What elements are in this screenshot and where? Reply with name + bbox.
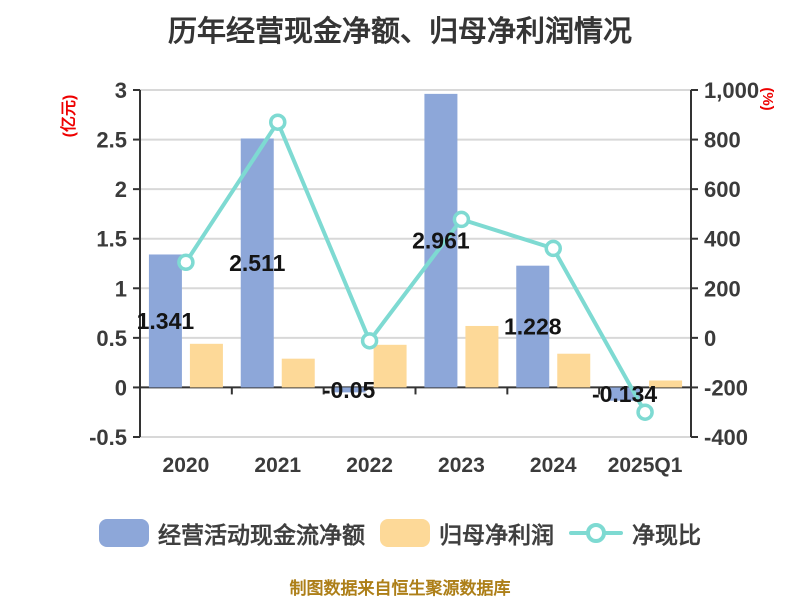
ratio-line-swatch-icon [569,519,623,547]
bar-label-2024: 1.228 [504,314,562,340]
left-tick-label: 1 [115,276,127,301]
right-axis-unit-label: (%) [759,87,776,110]
x-tick-label-2023: 2023 [438,454,485,477]
right-tick-label: -400 [704,425,748,450]
left-tick-label: 2.5 [96,128,127,153]
bar-cash-2021 [240,138,274,388]
bar-profit-2024 [557,353,591,388]
x-tick-label-2021: 2021 [254,454,301,477]
bar-profit-2025Q1 [649,380,683,388]
line-marker-2022 [360,332,379,350]
right-tick-label: 200 [704,276,741,301]
legend-item-ratio: 净现比 [569,516,701,550]
left-tick-label: 0 [115,375,127,400]
line-marker-2024 [544,239,562,258]
right-tick-label: 600 [704,177,741,202]
x-tick-label-2020: 2020 [163,454,210,477]
legend-label-cash: 经营活动现金流净额 [158,522,365,548]
right-tick-label: 1,000 [704,78,759,103]
x-tick-label-2024: 2024 [530,454,577,477]
bar-profit-2022 [373,344,407,388]
bar-label-2021: 2.511 [229,250,285,276]
chart-title: 历年经营现金净额、归母净利润情况 [167,16,632,48]
left-axis-unit-label: (亿元) [59,95,78,138]
bar-label-2020: 1.341 [137,308,195,334]
right-tick-label: 0 [704,326,716,351]
ratio-line [184,120,647,414]
left-tick-label: 2 [115,177,127,202]
x-tick-label-2025Q1: 2025Q1 [608,454,683,477]
bar-cash-2024 [516,265,550,388]
bar-cash-2020 [148,254,182,388]
left-tick-label: 1.5 [96,227,127,252]
bar-profit-2020 [189,343,223,388]
x-tick-label-2022: 2022 [346,454,393,477]
bar-profit-2021 [281,358,315,388]
right-tick-label: -200 [704,375,748,400]
bar-label-2025Q1: -0.134 [592,381,657,407]
source-caption: 制图数据来自恒生聚源数据库 [289,579,511,598]
cash-bar-swatch-icon [99,519,149,547]
bar-cash-2023 [424,93,458,388]
line-marker-2023 [452,210,471,229]
left-tick-label: 3 [115,78,127,103]
line-marker-2021 [269,113,287,131]
legend-label-ratio: 净现比 [632,522,701,548]
bar-label-2022: -0.05 [323,377,376,403]
left-tick-label: 0.5 [96,326,127,351]
line-marker-2025Q1 [636,403,654,421]
left-tick-label: -0.5 [89,425,127,450]
bar-profit-2023 [465,325,499,388]
right-tick-label: 800 [704,128,741,153]
legend-item-profit: 归母净利润 [380,516,554,550]
legend-label-profit: 归母净利润 [439,522,554,548]
profit-bar-swatch-icon [380,519,430,547]
legend: 经营活动现金流净额 归母净利润 净现比 [0,516,800,550]
line-marker-2020 [177,253,195,272]
legend-item-cash: 经营活动现金流净额 [99,516,365,550]
right-tick-label: 400 [704,227,741,252]
bar-label-2023: 2.961 [412,228,470,254]
bar-cash-2022 [332,387,366,393]
